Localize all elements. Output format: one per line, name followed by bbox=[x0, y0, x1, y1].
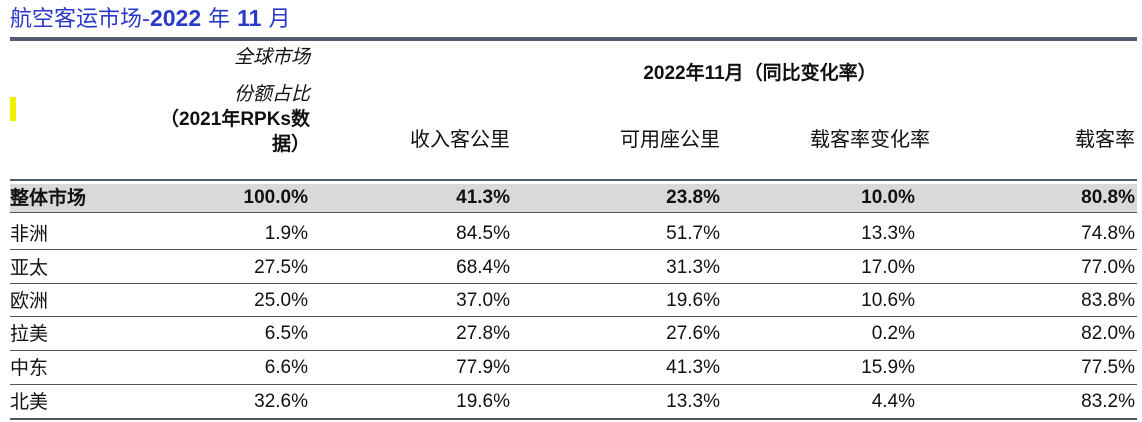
title-prefix: 航空客运市场- bbox=[10, 7, 150, 32]
plf-change-cell: 4.4% bbox=[871, 391, 915, 412]
ask-cell: 19.6% bbox=[666, 290, 720, 311]
plf-change-cell: 15.9% bbox=[861, 357, 915, 378]
region-cell: 拉美 bbox=[10, 323, 49, 345]
region-cell: 亚太 bbox=[10, 257, 49, 279]
plf-change-cell: 10.0% bbox=[861, 187, 915, 208]
plf-cell: 83.8% bbox=[1081, 290, 1135, 311]
region-cell: 中东 bbox=[10, 357, 49, 379]
plf-change-cell: 17.0% bbox=[861, 257, 915, 278]
title-year-unit: 年 bbox=[201, 7, 238, 32]
plf-cell: 74.8% bbox=[1081, 223, 1135, 244]
share-cell: 100.0% bbox=[243, 187, 308, 208]
share-cell: 6.6% bbox=[264, 357, 308, 378]
table-row: 欧洲 25.0% 37.0% 19.6% 10.6% 83.8% bbox=[10, 287, 1137, 315]
region-cell: 北美 bbox=[10, 391, 49, 413]
ask-cell: 31.3% bbox=[666, 257, 720, 278]
plf-change-cell: 13.3% bbox=[861, 223, 915, 244]
table-row: 中东 6.6% 77.9% 41.3% 15.9% 77.5% bbox=[10, 354, 1137, 382]
plf-cell: 83.2% bbox=[1081, 391, 1135, 412]
ask-cell: 51.7% bbox=[666, 223, 720, 244]
title-month-unit: 月 bbox=[261, 7, 291, 32]
ask-cell: 13.3% bbox=[666, 391, 720, 412]
row-divider bbox=[10, 316, 1137, 317]
table-row: 北美 32.6% 19.6% 13.3% 4.4% 83.2% bbox=[10, 388, 1137, 416]
header-plf: 载客率 bbox=[1075, 127, 1135, 151]
row-divider bbox=[10, 283, 1137, 284]
header-rpk: 收入客公里 bbox=[410, 127, 510, 151]
row-divider bbox=[10, 384, 1137, 385]
header-period: 2022年11月（同比变化率） bbox=[643, 63, 877, 84]
plf-cell: 82.0% bbox=[1081, 323, 1135, 344]
row-divider bbox=[10, 249, 1137, 250]
highlight-marker bbox=[10, 97, 16, 121]
title-month: 11 bbox=[237, 5, 262, 31]
ask-cell: 27.6% bbox=[666, 323, 720, 344]
header-market-share: 全球市场 份额占比 （2021年RPKs数 据） bbox=[150, 45, 310, 157]
ask-cell: 23.8% bbox=[666, 187, 720, 208]
share-label-line1: 全球市场 bbox=[233, 46, 310, 68]
header-plf-change: 载客率变化率 bbox=[810, 127, 930, 151]
plf-change-cell: 0.2% bbox=[871, 323, 915, 344]
share-cell: 1.9% bbox=[264, 223, 308, 244]
rpk-cell: 41.3% bbox=[456, 187, 510, 208]
rpk-cell: 19.6% bbox=[456, 391, 510, 412]
row-divider bbox=[10, 212, 1137, 213]
share-cell: 6.5% bbox=[264, 323, 308, 344]
title-year: 2022 bbox=[149, 5, 202, 31]
table-row: 亚太 27.5% 68.4% 31.3% 17.0% 77.0% bbox=[10, 254, 1137, 282]
plf-cell: 80.8% bbox=[1081, 187, 1135, 208]
header-rule bbox=[10, 179, 1137, 181]
share-label-line2: 份额占比 bbox=[233, 83, 310, 105]
table-row: 拉美 6.5% 27.8% 27.6% 0.2% 82.0% bbox=[10, 320, 1137, 348]
bottom-rule bbox=[10, 418, 1137, 420]
rpk-cell: 77.9% bbox=[456, 357, 510, 378]
rpk-cell: 27.8% bbox=[456, 323, 510, 344]
ask-cell: 41.3% bbox=[666, 357, 720, 378]
row-divider bbox=[10, 350, 1137, 351]
share-cell: 27.5% bbox=[254, 257, 308, 278]
plf-cell: 77.5% bbox=[1081, 357, 1135, 378]
region-cell: 整体市场 bbox=[10, 187, 87, 209]
table-row: 非洲 1.9% 84.5% 51.7% 13.3% 74.8% bbox=[10, 220, 1137, 248]
rpk-cell: 68.4% bbox=[456, 257, 510, 278]
rpk-cell: 37.0% bbox=[456, 290, 510, 311]
region-cell: 欧洲 bbox=[10, 290, 49, 312]
page-title: 航空客运市场-2022 年 11 月 bbox=[10, 3, 290, 33]
table-row-total: 整体市场 100.0% 41.3% 23.8% 10.0% 80.8% bbox=[10, 184, 1137, 212]
plf-change-cell: 10.6% bbox=[861, 290, 915, 311]
top-rule bbox=[10, 37, 1137, 41]
plf-cell: 77.0% bbox=[1081, 257, 1135, 278]
rpk-cell: 84.5% bbox=[456, 223, 510, 244]
share-label-line4: 据） bbox=[271, 134, 310, 155]
share-cell: 32.6% bbox=[254, 391, 308, 412]
header-ask: 可用座公里 bbox=[620, 127, 720, 151]
region-cell: 非洲 bbox=[10, 223, 49, 245]
share-cell: 25.0% bbox=[254, 290, 308, 311]
share-label-line3: （2021年RPKs数 bbox=[160, 109, 310, 130]
